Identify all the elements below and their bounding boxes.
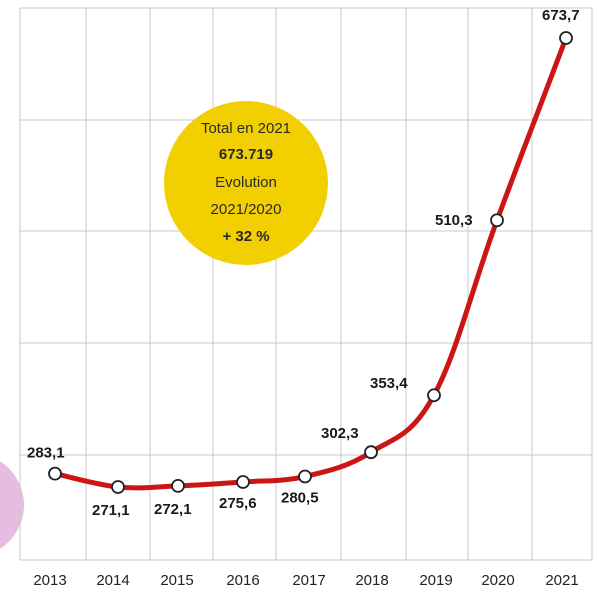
data-point-2021 [559,31,573,45]
x-tick-label: 2020 [481,572,514,589]
decorative-circle [0,461,24,549]
series-line [52,35,569,491]
data-point-2020 [490,213,504,228]
annotation-line: 2021/2020 [211,201,282,218]
x-tick-label: 2017 [292,572,325,589]
annotation-line: + 32 % [222,228,269,245]
grid [19,7,593,561]
data-label-2019: 353,4 [370,375,408,392]
annotation-line: Total en 2021 [201,120,291,137]
data-point-2013 [48,466,62,481]
x-tick-label: 2018 [355,572,388,589]
x-tick-label: 2014 [96,572,129,589]
data-point-2017 [298,469,312,484]
data-point-2019 [427,388,441,403]
data-point-2018 [364,445,378,460]
data-label-2014: 271,1 [92,502,130,519]
x-tick-label: 2019 [419,572,452,589]
annotation-line: 673.719 [219,146,273,163]
data-label-2018: 302,3 [321,425,359,442]
data-point-2014 [111,480,125,494]
data-label-2015: 272,1 [154,501,192,518]
x-tick-label: 2013 [33,572,66,589]
data-point-2016 [236,475,250,489]
x-tick-label: 2016 [226,572,259,589]
x-axis: 2013 2014 2015 2016 2017 2018 2019 2020 2021 [33,572,578,589]
data-label-2017: 280,5 [281,490,319,507]
data-label-2016: 275,6 [219,495,257,512]
x-tick-label: 2015 [160,572,193,589]
data-label-2021: 673,7 [542,7,580,24]
annotation-bubble: Total en 2021 673.719 Evolution 2021/2020 + … [164,101,328,265]
x-tick-label: 2021 [545,572,578,589]
data-label-2020: 510,3 [435,212,473,229]
data-point-2015 [171,478,185,493]
annotation-line: Evolution [215,174,277,191]
data-label-2013: 283,1 [27,445,65,462]
annotation-circle [164,101,328,265]
